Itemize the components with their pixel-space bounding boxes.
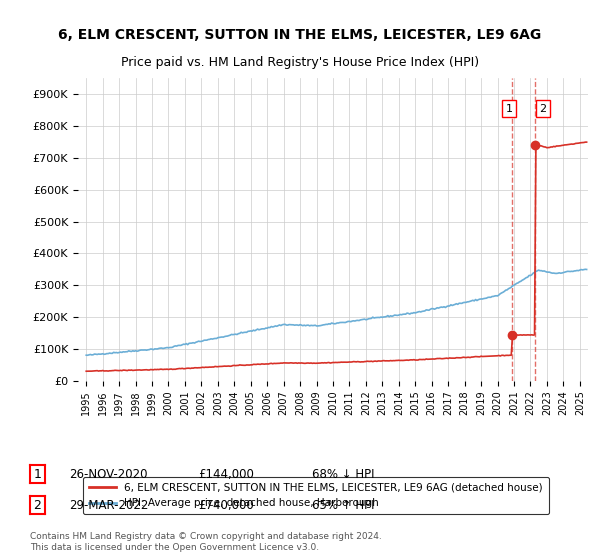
Text: £740,000: £740,000 [198,498,254,512]
Text: Contains HM Land Registry data © Crown copyright and database right 2024.
This d: Contains HM Land Registry data © Crown c… [30,532,382,552]
Text: 26-NOV-2020: 26-NOV-2020 [69,468,148,481]
Legend: 6, ELM CRESCENT, SUTTON IN THE ELMS, LEICESTER, LE9 6AG (detached house), HPI: A: 6, ELM CRESCENT, SUTTON IN THE ELMS, LEI… [83,477,549,515]
Text: 6, ELM CRESCENT, SUTTON IN THE ELMS, LEICESTER, LE9 6AG: 6, ELM CRESCENT, SUTTON IN THE ELMS, LEI… [58,28,542,42]
Text: 68% ↓ HPI: 68% ↓ HPI [312,468,374,481]
Text: 2: 2 [34,498,41,512]
Text: £144,000: £144,000 [198,468,254,481]
Text: 65% ↑ HPI: 65% ↑ HPI [312,498,374,512]
Text: 1: 1 [506,104,513,114]
Text: Price paid vs. HM Land Registry's House Price Index (HPI): Price paid vs. HM Land Registry's House … [121,56,479,69]
Text: 1: 1 [34,468,41,481]
Text: 2: 2 [539,104,547,114]
Text: 29-MAR-2022: 29-MAR-2022 [69,498,148,512]
